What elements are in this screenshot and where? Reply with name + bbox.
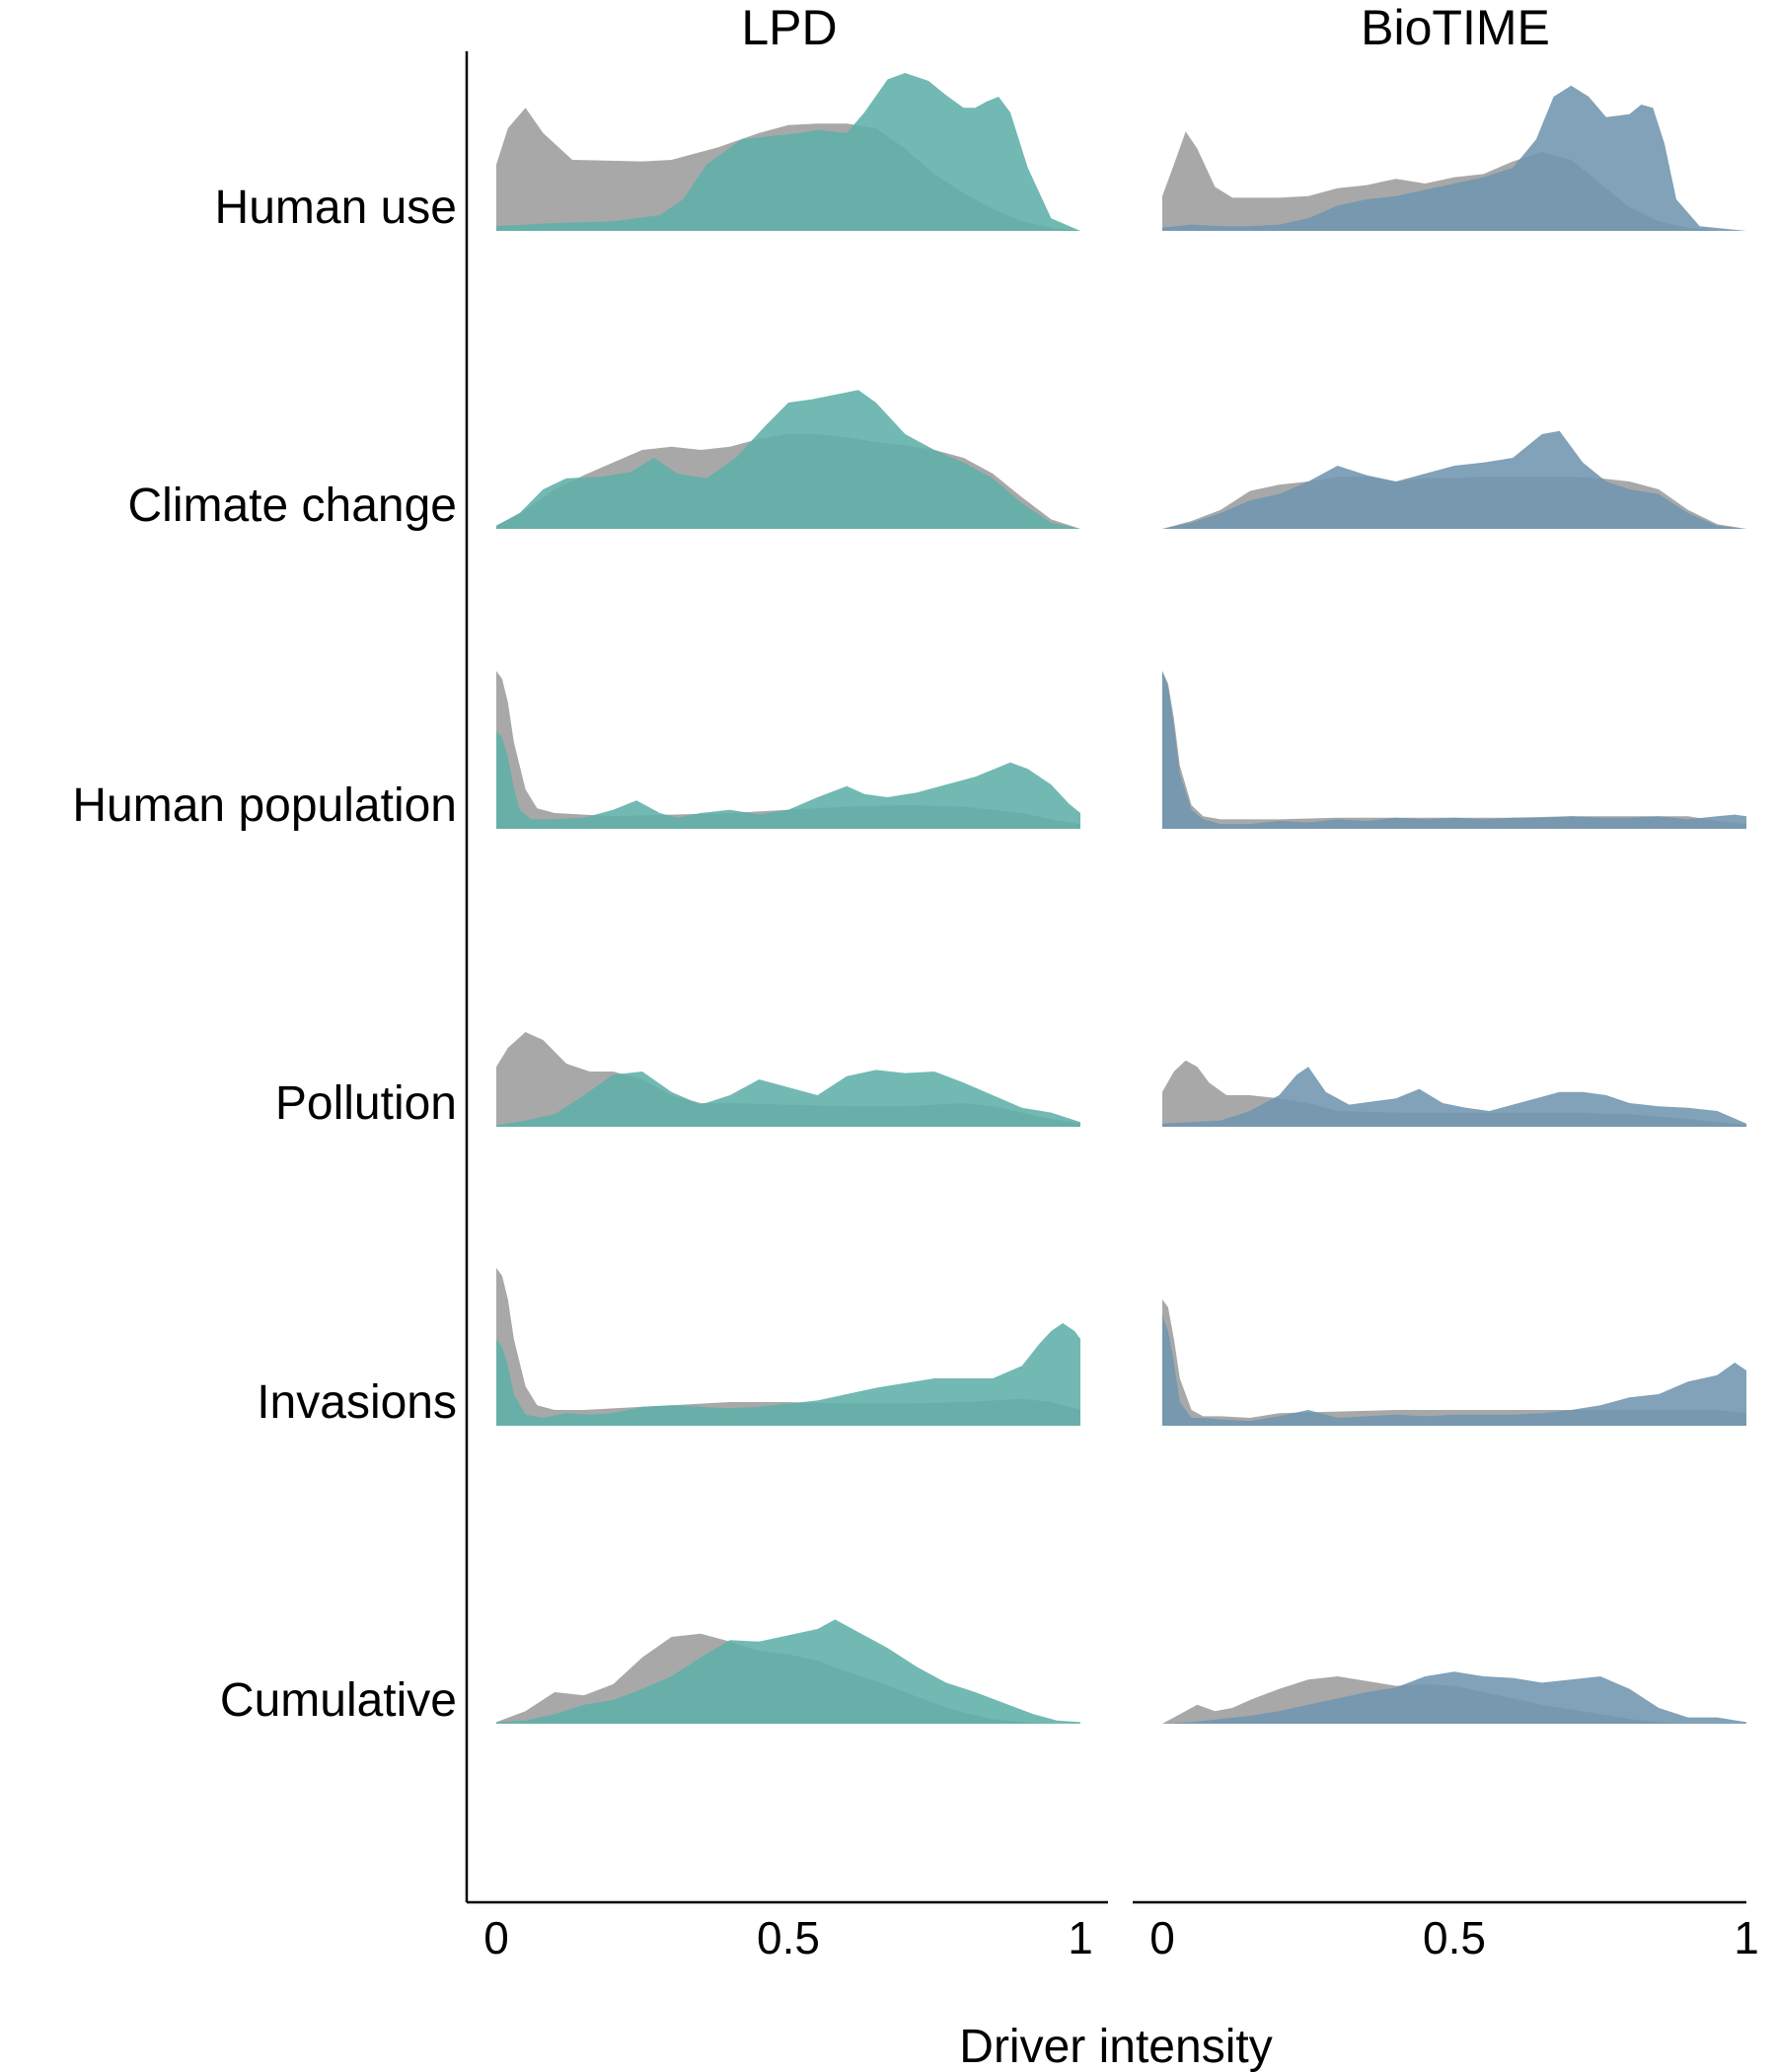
density-lpd-cumulative — [496, 1619, 1080, 1724]
x-tick-label-biotime-0: 0 — [1149, 1912, 1175, 1963]
density-biotime-human-population — [1162, 671, 1746, 829]
panels-layer: LPD BioTIME — [496, 0, 1746, 1724]
x-axis-title: Driver intensity — [959, 2021, 1272, 2072]
x-tick-label-lpd-0: 0 — [483, 1912, 509, 1963]
density-biotime-invasions — [1162, 1315, 1746, 1426]
density-lpd-human-use — [496, 73, 1080, 231]
panel-biotime: BioTIME — [1162, 0, 1746, 1724]
row-label-climate-change: Climate change — [127, 480, 457, 532]
density-lpd-climate-change — [496, 390, 1080, 529]
density-biotime-climate-change — [1162, 430, 1746, 529]
row-label-cumulative: Cumulative — [220, 1674, 457, 1727]
row-label-pollution: Pollution — [275, 1077, 457, 1130]
density-lpd-human-population — [496, 730, 1080, 829]
row-label-human-use: Human use — [215, 182, 457, 234]
panel-lpd: LPD — [496, 0, 1080, 1724]
density-biotime-cumulative — [1162, 1671, 1746, 1724]
panel-title-lpd: LPD — [741, 0, 837, 55]
x-tick-label-lpd-1: 0.5 — [757, 1912, 820, 1963]
density-lpd-pollution — [496, 1070, 1080, 1127]
x-tick-label-biotime-1: 0.5 — [1423, 1912, 1486, 1963]
row-label-human-population: Human population — [72, 779, 457, 832]
x-tick-label-lpd-2: 1 — [1068, 1912, 1093, 1963]
density-biotime-pollution — [1162, 1067, 1746, 1127]
density-lpd-invasions — [496, 1323, 1080, 1426]
axes-layer: 0 0.5 1 0 0.5 1 Human use Climate change Human p… — [72, 51, 1759, 1963]
x-tick-label-biotime-2: 1 — [1734, 1912, 1759, 1963]
panel-title-biotime: BioTIME — [1361, 0, 1550, 55]
density-biotime-human-use — [1162, 85, 1746, 231]
row-label-invasions: Invasions — [257, 1376, 457, 1429]
density-background-biotime-human-population — [1162, 671, 1746, 829]
